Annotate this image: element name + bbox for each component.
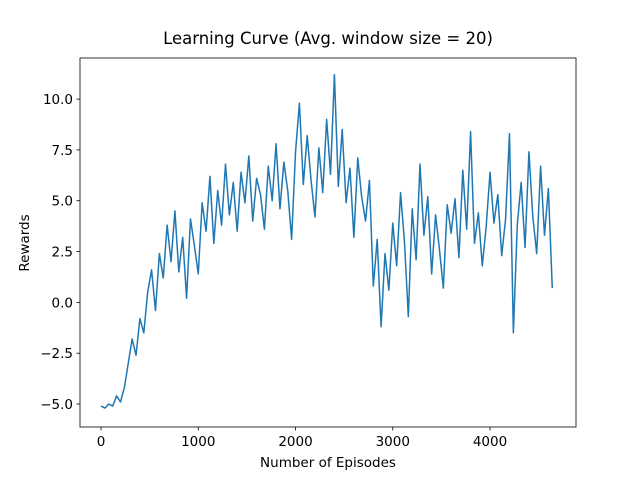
chart-title: Learning Curve (Avg. window size = 20): [163, 29, 493, 48]
y-tick-label: −5.0: [40, 397, 73, 413]
data-line: [100, 73, 554, 409]
y-tick-label: −2.5: [40, 346, 73, 362]
x-tick-label: 2000: [278, 434, 312, 450]
x-tick-label: 1000: [181, 434, 215, 450]
y-axis-label: Rewards: [17, 214, 33, 271]
x-tick-label: 3000: [376, 434, 410, 450]
y-tick-label: 2.5: [52, 245, 73, 261]
y-tick-label: 0.0: [52, 295, 73, 311]
x-axis-label: Number of Episodes: [260, 455, 396, 471]
plot-frame: [79, 57, 577, 428]
y-tick-label: 10.0: [43, 92, 73, 108]
x-tick-label: 0: [97, 434, 106, 450]
y-tick-label: 7.5: [52, 143, 73, 159]
y-tick-label: 5.0: [52, 194, 73, 210]
x-tick-label: 4000: [473, 434, 507, 450]
